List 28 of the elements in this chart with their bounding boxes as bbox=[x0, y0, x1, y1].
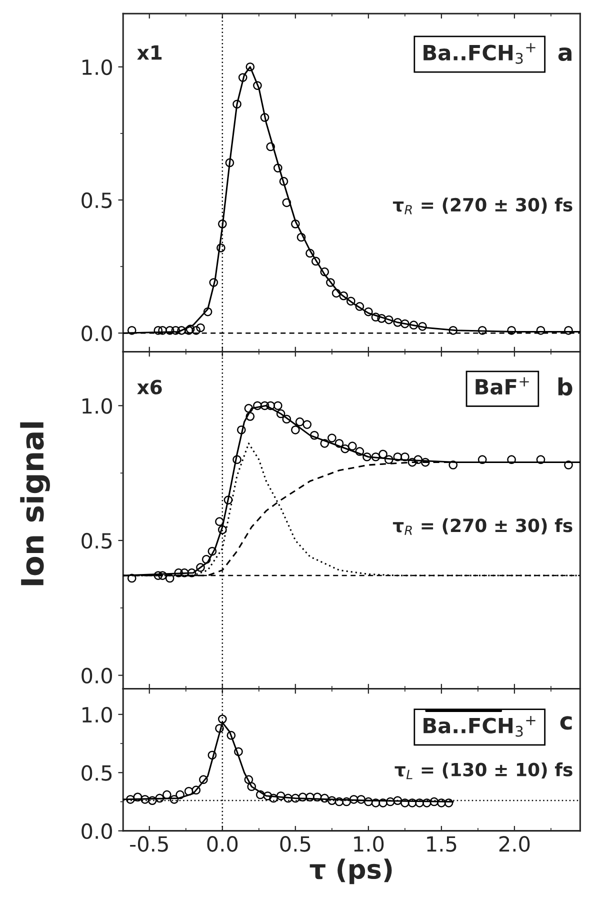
y-axis-title: Ion signal bbox=[20, 422, 50, 586]
annotation: c bbox=[560, 716, 572, 730]
x-tick-label: 1.0 bbox=[354, 836, 384, 852]
annotation: a bbox=[558, 47, 572, 62]
annotation: BaF$^{+}$ bbox=[476, 377, 529, 395]
annotation: b bbox=[558, 377, 572, 396]
x-tick-label: 0.5 bbox=[280, 836, 310, 852]
y-tick-label: 0.5 bbox=[82, 765, 112, 781]
annotation: τ$_{R}$ = (270 ± 30) fs bbox=[392, 198, 572, 214]
y-tick-label: 0.0 bbox=[82, 823, 112, 840]
y-tick-label: 0.5 bbox=[82, 532, 112, 549]
y-tick-label: 0.0 bbox=[82, 668, 112, 684]
annotation: Ba..FCH$_{3}$$^{+}$ bbox=[424, 43, 536, 64]
x-tick-label: -0.5 bbox=[130, 836, 168, 852]
annotation: Ba..FCH$_{3}$$^{+}$ bbox=[424, 716, 536, 737]
x-tick-label: 1.5 bbox=[427, 836, 456, 852]
y-tick-label: 1.0 bbox=[82, 398, 112, 414]
annotation: τ$_{R}$ = (270 ± 30) fs bbox=[392, 518, 572, 535]
x-axis-title: τ (ps) bbox=[310, 858, 392, 884]
x-tick-label: 2.0 bbox=[499, 836, 530, 852]
y-tick-label: 0.0 bbox=[82, 326, 112, 342]
y-tick-label: 1.0 bbox=[82, 59, 112, 76]
annotation: x1 bbox=[137, 45, 162, 60]
annotation: τ$_{L}$ = (130 ± 10) fs bbox=[394, 762, 572, 780]
x-tick-label: 0.0 bbox=[207, 836, 238, 852]
annotation: x6 bbox=[137, 380, 162, 394]
y-tick-label: 1.0 bbox=[82, 706, 112, 723]
y-tick-label: 0.5 bbox=[82, 192, 112, 208]
